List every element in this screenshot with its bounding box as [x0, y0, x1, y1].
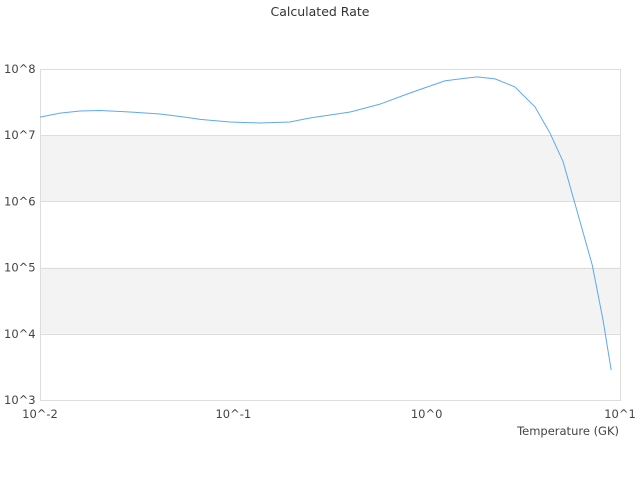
y-tick-label: 10^5	[4, 261, 36, 275]
y-tick-label: 10^8	[4, 62, 36, 76]
grid-band	[40, 135, 620, 202]
x-axis-label: Temperature (GK)	[516, 424, 619, 438]
y-tick-label: 10^7	[4, 128, 36, 142]
plot-frame	[40, 69, 621, 401]
x-tick-label: 10^0	[411, 407, 443, 421]
x-tick-label: 10^-1	[215, 407, 251, 421]
x-tick-label: 10^-2	[22, 407, 58, 421]
y-tick-label: 10^3	[4, 393, 36, 407]
y-tick-label: 10^6	[4, 194, 36, 208]
chart-title: Calculated Rate	[271, 4, 370, 19]
x-tick-label: 10^1	[604, 407, 636, 421]
grid-band	[40, 267, 620, 334]
series-line	[39, 76, 612, 371]
y-tick-label: 10^4	[4, 327, 36, 341]
